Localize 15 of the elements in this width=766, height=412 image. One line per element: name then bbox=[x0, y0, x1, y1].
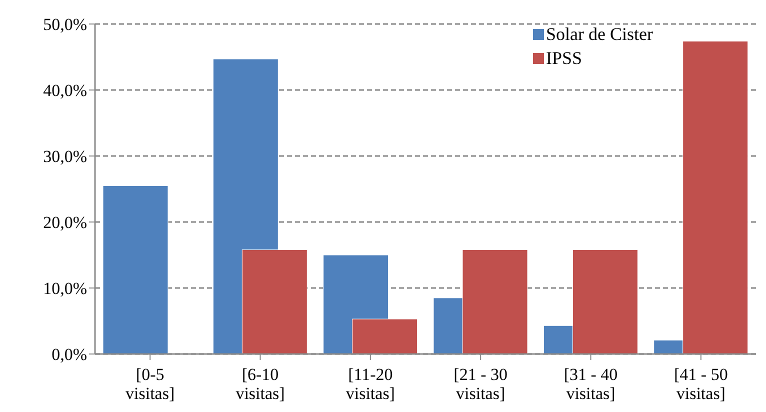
bar bbox=[102, 185, 168, 354]
y-tick-label: 40,0% bbox=[43, 81, 87, 100]
y-tick-label: 10,0% bbox=[43, 279, 87, 298]
y-tick-label: 20,0% bbox=[43, 213, 87, 232]
legend-label: IPSS bbox=[546, 48, 582, 68]
y-tick-label: 50,0% bbox=[43, 15, 87, 34]
x-tick-label: [41 - 50 visitas] bbox=[674, 365, 728, 403]
x-tick-label: [6-10 visitas] bbox=[236, 365, 285, 403]
legend-label: Solar de Cister bbox=[546, 24, 653, 44]
x-tick-label: [31 - 40 visitas] bbox=[564, 365, 618, 403]
y-tick-label: 0,0% bbox=[52, 345, 87, 364]
x-tick-label: [21 - 30 visitas] bbox=[454, 365, 508, 403]
x-tick-label: [11-20 visitas] bbox=[346, 365, 395, 403]
y-tick-label: 30,0% bbox=[43, 147, 87, 166]
x-tick-label: [0-5 visitas] bbox=[126, 365, 175, 403]
